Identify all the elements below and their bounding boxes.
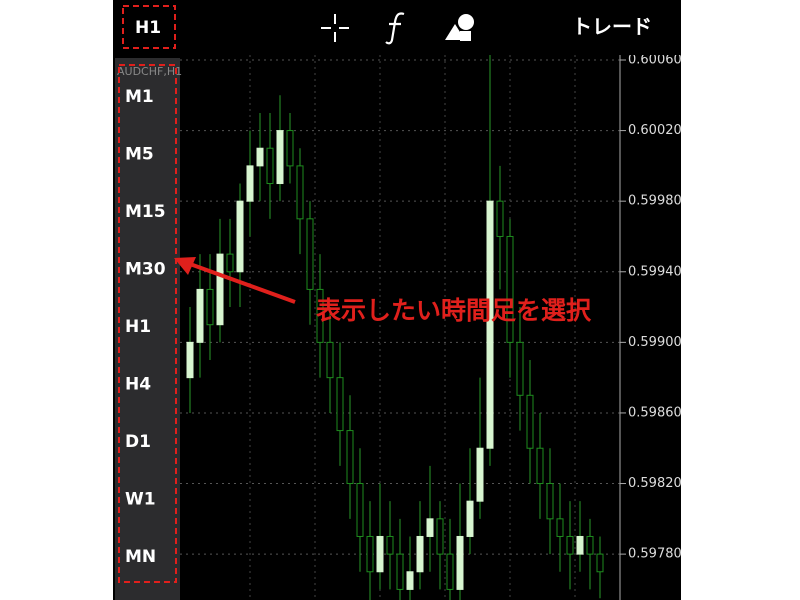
candle-body	[446, 553, 454, 590]
candle-body	[456, 535, 464, 590]
candle-body	[206, 288, 214, 326]
y-tick-label: 0.59940	[628, 264, 682, 279]
menu-highlight	[118, 64, 177, 583]
timeframe-option[interactable]: W1	[125, 490, 156, 510]
timeframe-option[interactable]: H4	[125, 375, 151, 395]
chart-symbol: AUDCHF,H1	[117, 65, 182, 78]
timeframe-menu	[115, 58, 180, 600]
candle-body	[236, 200, 244, 273]
candle-body	[516, 341, 524, 396]
candle-body	[256, 147, 264, 167]
y-tick-label: 0.59860	[628, 405, 682, 420]
candle-body	[366, 535, 374, 573]
candle-body	[266, 147, 274, 185]
candle-body	[416, 535, 424, 573]
candle-body	[346, 430, 354, 485]
candle-body	[546, 483, 554, 520]
candle-body	[296, 165, 304, 220]
candle-body	[436, 518, 444, 555]
candle-body	[586, 535, 594, 555]
trade-button[interactable]: トレード	[572, 15, 652, 39]
candle-body	[556, 518, 564, 537]
indicator-icon[interactable]	[385, 12, 405, 45]
candle-body	[406, 571, 414, 590]
candle-body	[336, 377, 344, 432]
timeframe-option[interactable]: MN	[125, 547, 156, 567]
y-tick-label: 0.60020	[628, 123, 682, 138]
candle-body	[316, 288, 324, 343]
candle-body	[486, 200, 494, 449]
candles	[186, 55, 604, 600]
timeframe-option[interactable]: M30	[125, 260, 166, 280]
candle-body	[506, 235, 514, 343]
candle-body	[226, 253, 234, 273]
candle-body	[276, 130, 284, 185]
y-tick-label: 0.59780	[628, 547, 682, 562]
objects-icon[interactable]	[445, 14, 474, 41]
candle-body	[376, 535, 384, 573]
candle-body	[196, 288, 204, 343]
annotation-arrow	[189, 262, 296, 304]
candle-body	[426, 518, 434, 537]
candle-body	[326, 341, 334, 379]
candle-body	[526, 394, 534, 449]
timeframe-button[interactable]: H1	[135, 18, 161, 38]
candle-body	[476, 447, 484, 502]
candle-body	[566, 535, 574, 555]
candle-body	[386, 535, 394, 555]
timeframe-option[interactable]: M15	[125, 202, 166, 222]
y-tick-label: 0.59900	[628, 335, 682, 350]
candle-body	[186, 341, 194, 379]
timeframe-option[interactable]: M5	[125, 145, 154, 165]
price-axis: 0.60060 0.60020 0.59980 0.59940 0.59900 0.598…	[620, 53, 682, 562]
candle-body	[246, 165, 254, 202]
y-tick-label: 0.60060	[628, 53, 682, 68]
annotation-arrowhead	[174, 257, 196, 275]
candle-body	[496, 200, 504, 237]
candle-body	[286, 130, 294, 167]
candle-body	[466, 500, 474, 537]
y-tick-label: 0.59820	[628, 476, 682, 491]
candle-body	[306, 218, 314, 290]
y-tick-label: 0.59980	[628, 194, 682, 209]
candle-body	[396, 553, 404, 590]
candle-body	[356, 483, 364, 537]
timeframe-option[interactable]: D1	[125, 432, 151, 452]
timeframe-option[interactable]: M1	[125, 87, 154, 107]
timeframe-highlight	[122, 5, 176, 49]
timeframe-list: M1 M5 M15 M30 H1 H4 D1 W1 MN	[125, 87, 166, 567]
timeframe-option[interactable]: H1	[125, 317, 151, 337]
annotation-text: 表示したい時間足を選択	[316, 296, 592, 325]
candle-body	[536, 447, 544, 485]
candle-body	[216, 253, 224, 326]
top-bar	[113, 0, 681, 55]
candle-body	[576, 535, 584, 555]
crosshair-icon[interactable]	[321, 14, 349, 42]
candle-body	[596, 553, 604, 573]
